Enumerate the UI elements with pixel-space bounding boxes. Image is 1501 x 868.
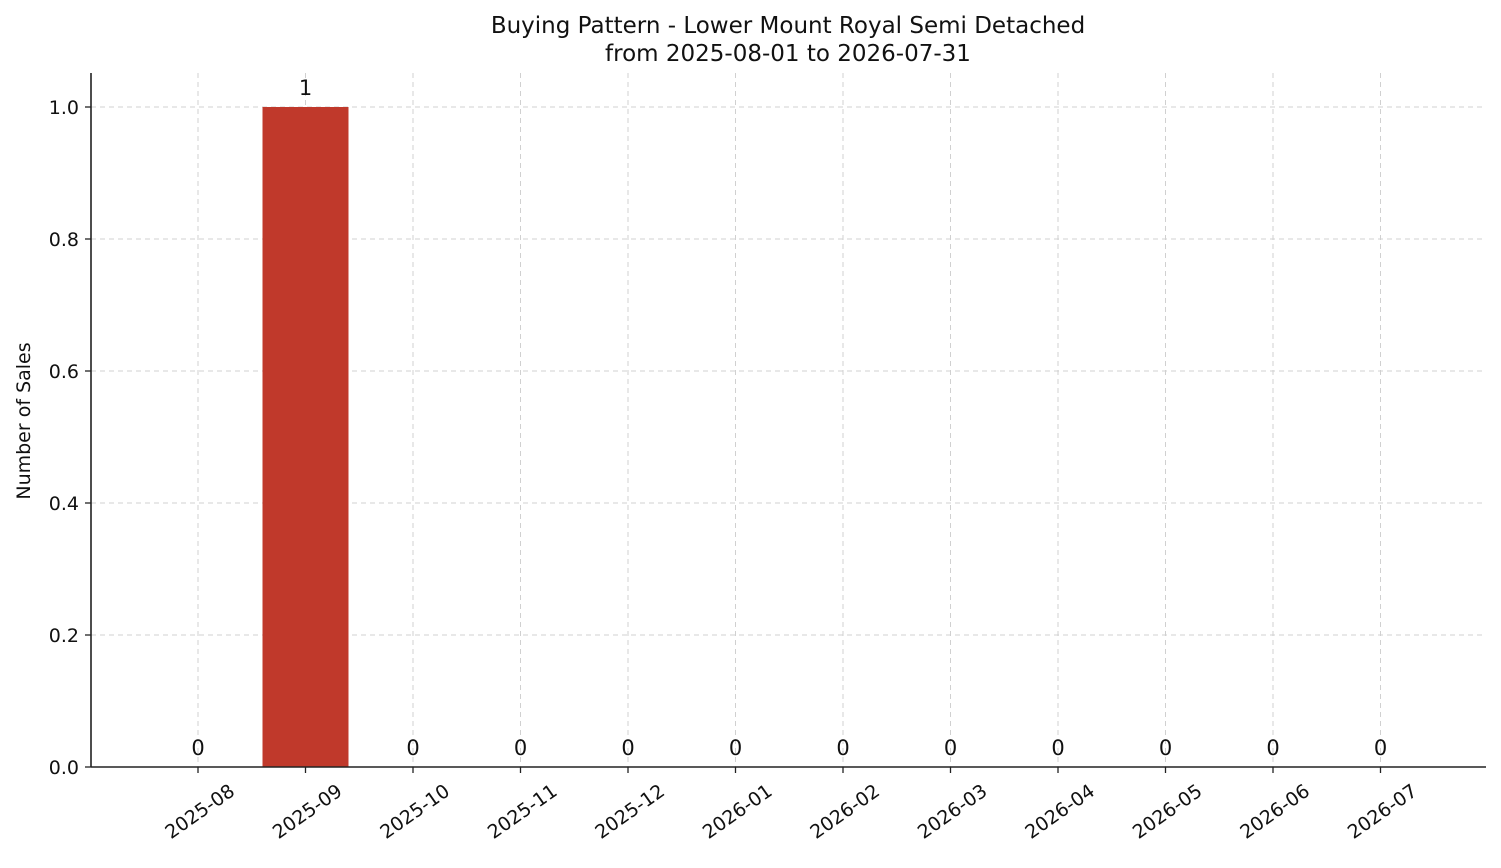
x-tick-label: 2026-06 — [1236, 780, 1314, 844]
x-tick-label: 2025-11 — [484, 780, 562, 844]
x-tick-label: 2026-03 — [914, 780, 992, 844]
y-axis-label: Number of Sales — [13, 342, 35, 499]
x-tick-label: 2026-01 — [699, 780, 777, 844]
x-ticks: 2025-08 2025-09 2025-10 2025-11 2025-12 2026-… — [161, 767, 1421, 844]
bar-data-label: 0 — [729, 736, 742, 760]
y-tick-label: 0.0 — [49, 757, 79, 779]
axes — [90, 73, 1486, 768]
y-tick-label: 0.6 — [49, 361, 79, 383]
bar-data-label: 1 — [299, 76, 312, 100]
bar-data-label: 0 — [191, 736, 204, 760]
bar-data-label: 0 — [1266, 736, 1279, 760]
x-tick-label: 2025-12 — [591, 780, 669, 844]
x-tick-label: 2026-05 — [1129, 780, 1207, 844]
x-tick-label: 2025-08 — [161, 780, 239, 844]
data-labels: 0 1 0 0 0 0 0 0 0 0 0 0 — [191, 76, 1387, 760]
bars — [262, 107, 349, 767]
bar-data-label: 0 — [836, 736, 849, 760]
y-tick-label: 0.4 — [49, 493, 79, 515]
x-tick-label: 2026-04 — [1021, 780, 1099, 844]
y-ticks: 0.0 0.2 0.4 0.6 0.8 1.0 — [49, 97, 91, 779]
x-tick-label: 2025-10 — [376, 780, 454, 844]
bar-data-label: 0 — [621, 736, 634, 760]
x-tick-label: 2026-02 — [806, 780, 884, 844]
bar-data-label: 0 — [944, 736, 957, 760]
chart-subtitle: from 2025-08-01 to 2026-07-31 — [605, 41, 971, 67]
bar-data-label: 0 — [1051, 736, 1064, 760]
y-tick-label: 0.2 — [49, 625, 79, 647]
y-tick-label: 0.8 — [49, 229, 79, 251]
bar-data-label: 0 — [514, 736, 527, 760]
bar-data-label: 0 — [406, 736, 419, 760]
chart-title: Buying Pattern - Lower Mount Royal Semi … — [491, 13, 1085, 39]
x-tick-label: 2026-07 — [1344, 780, 1422, 844]
y-tick-label: 1.0 — [49, 97, 79, 119]
bar — [262, 107, 349, 767]
bar-data-label: 0 — [1159, 736, 1172, 760]
x-tick-label: 2025-09 — [269, 780, 347, 844]
bar-data-label: 0 — [1374, 736, 1387, 760]
